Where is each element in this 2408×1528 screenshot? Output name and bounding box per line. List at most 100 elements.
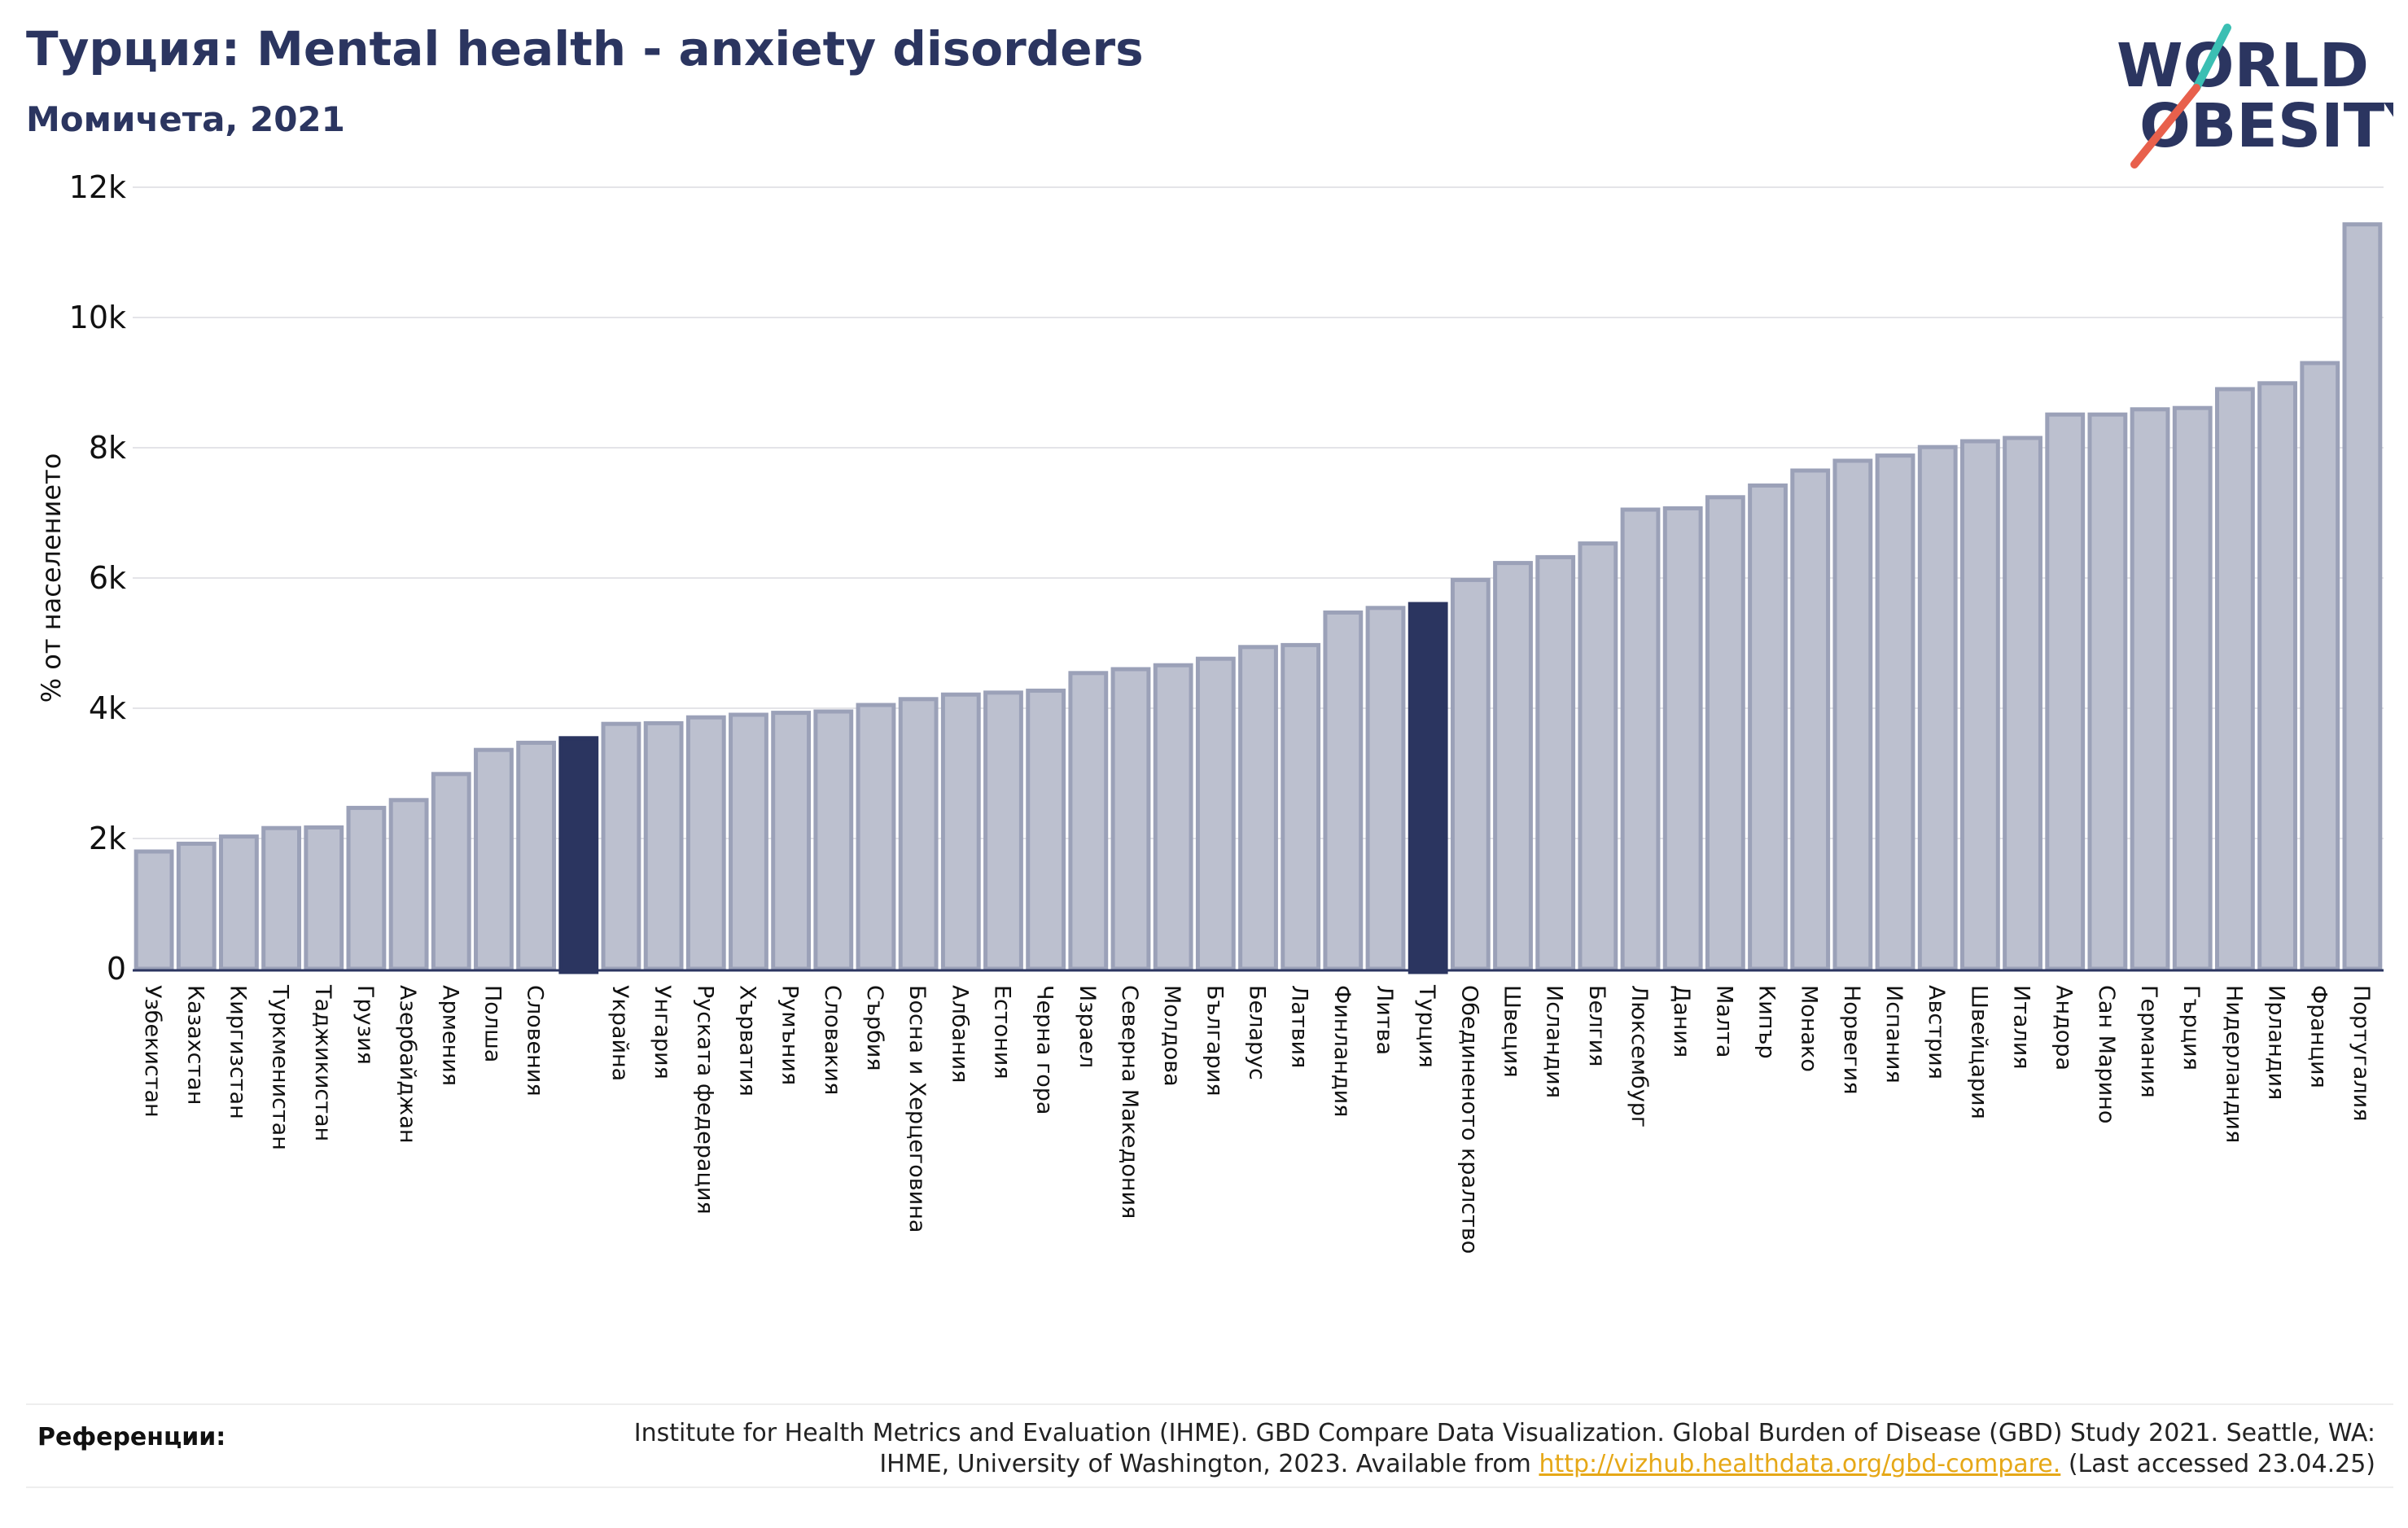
bar	[983, 690, 1023, 971]
x-tick-label: Финландия	[1329, 985, 1355, 1117]
bar-highlight	[558, 736, 599, 974]
chart-subtitle: Момичета, 2021	[26, 99, 345, 139]
bar	[1365, 606, 1406, 971]
axes: 0 2k 4k 6k 8k 10k 12k Узбекистан Казахстан Киргиз…	[69, 169, 2384, 1254]
x-tick-label: Узбекистан	[140, 985, 165, 1118]
bar	[1705, 495, 1745, 971]
bar	[1238, 645, 1278, 971]
y-tick-label: 10k	[69, 300, 126, 335]
x-tick-label: Словакия	[820, 985, 845, 1095]
x-tick-label: Латвия	[1287, 985, 1312, 1068]
x-tick-label: Норвегия	[1839, 985, 1864, 1094]
bar	[2045, 412, 2086, 971]
bar	[2257, 381, 2297, 971]
x-tick-label: Дания	[1669, 985, 1694, 1057]
x-tick-label: Молдова	[1159, 985, 1184, 1087]
bar	[2342, 222, 2383, 971]
x-tick-label: Руската федерация	[692, 985, 717, 1215]
x-tick-label: Обединеното кралство	[1456, 985, 1482, 1254]
bar	[729, 712, 768, 971]
x-tick-label: Андора	[2051, 985, 2077, 1070]
references-text: Institute for Health Metrics and Evaluat…	[584, 1418, 2375, 1480]
bar	[304, 825, 344, 971]
bar	[1917, 444, 1958, 971]
bar	[2087, 412, 2128, 971]
x-tick-label: Украйна	[607, 985, 633, 1081]
bar	[685, 715, 726, 971]
bar	[813, 709, 854, 971]
bar	[2300, 361, 2340, 971]
x-tick-label: Естония	[989, 985, 1014, 1079]
bar	[1620, 507, 1661, 971]
bar	[219, 834, 259, 971]
bar	[261, 825, 302, 971]
bar	[474, 747, 514, 971]
y-tick-label: 2k	[89, 821, 126, 856]
x-tick-label: Ирландия	[2264, 985, 2289, 1100]
x-tick-label: Португалия	[2349, 985, 2374, 1121]
x-tick-label: Азербайджан	[395, 985, 420, 1144]
references-bottom-divider	[26, 1486, 2393, 1488]
bar	[2130, 407, 2170, 971]
references-accessed: (Last accessed 23.04.25)	[2060, 1450, 2375, 1478]
chart-title: Турция: Mental health - anxiety disorder…	[26, 21, 1144, 77]
bar	[940, 692, 981, 971]
x-tick-label: Сърбия	[862, 985, 887, 1071]
bar	[1790, 468, 1831, 971]
bar	[1662, 506, 1703, 971]
bar	[1195, 656, 1236, 971]
bar	[1493, 561, 1533, 971]
bar	[856, 703, 896, 971]
bar	[643, 720, 684, 971]
bar	[2003, 436, 2042, 971]
x-tick-label: България	[1202, 985, 1227, 1097]
x-tick-label: Швейцария	[1966, 985, 1991, 1119]
x-tick-label: Австрия	[1924, 985, 1949, 1079]
x-tick-label: Унгария	[650, 985, 675, 1079]
references-top-divider	[26, 1403, 2393, 1405]
bar	[1450, 577, 1491, 971]
logo-word-world: WORLD	[2117, 31, 2369, 101]
bar	[1832, 458, 1873, 971]
references-citation: Institute for Health Metrics and Evaluat…	[633, 1419, 2375, 1478]
x-tick-label: Сан Марино	[2094, 985, 2119, 1123]
x-tick-label: Казахстан	[182, 985, 208, 1105]
bar	[1875, 453, 1915, 971]
x-tick-label: Армения	[437, 985, 462, 1086]
bar	[1281, 642, 1321, 971]
x-tick-label: Словения	[523, 985, 548, 1097]
references-link[interactable]: http://vizhub.healthdata.org/gbd-compare…	[1539, 1450, 2061, 1478]
bar	[388, 798, 429, 971]
x-tick-label: Люксембург	[1626, 985, 1652, 1127]
bar	[176, 841, 217, 971]
bar	[516, 740, 557, 971]
y-tick-label: 12k	[69, 169, 126, 205]
x-tick-label: Испания	[1881, 985, 1907, 1084]
world-obesity-logo: WORLD OBESITY	[2117, 24, 2393, 169]
x-tick-label: Босна и Херцеговина	[904, 985, 930, 1232]
x-tick-label: Исландия	[1542, 985, 1567, 1098]
bar-highlight	[1408, 602, 1448, 974]
y-tick-label: 0	[107, 951, 126, 987]
x-tick-label: Нидерландия	[2221, 985, 2246, 1143]
x-tick-label: Туркменистан	[268, 984, 293, 1150]
bar	[1068, 671, 1109, 971]
x-tick-label: Киргизстан	[225, 985, 250, 1119]
logo-slash-teal	[2192, 24, 2231, 92]
x-tick-label: Кипър	[1754, 985, 1780, 1059]
bar	[1110, 667, 1151, 971]
bar	[134, 849, 174, 971]
y-tick-label: 6k	[89, 560, 126, 596]
x-tick-label: Монако	[1797, 985, 1822, 1072]
bar	[601, 721, 641, 971]
bars	[134, 222, 2383, 974]
logo-slash-red	[2130, 84, 2200, 169]
bar	[431, 772, 471, 971]
x-tick-label: Турция	[1414, 984, 1439, 1068]
references-label: Референции:	[37, 1423, 226, 1451]
x-tick-label: Полша	[479, 985, 505, 1062]
bar	[1959, 439, 2000, 971]
x-tick-label: Беларус	[1245, 985, 1270, 1080]
y-axis-label: % от населението	[36, 453, 67, 703]
x-tick-label: Германия	[2136, 985, 2161, 1098]
